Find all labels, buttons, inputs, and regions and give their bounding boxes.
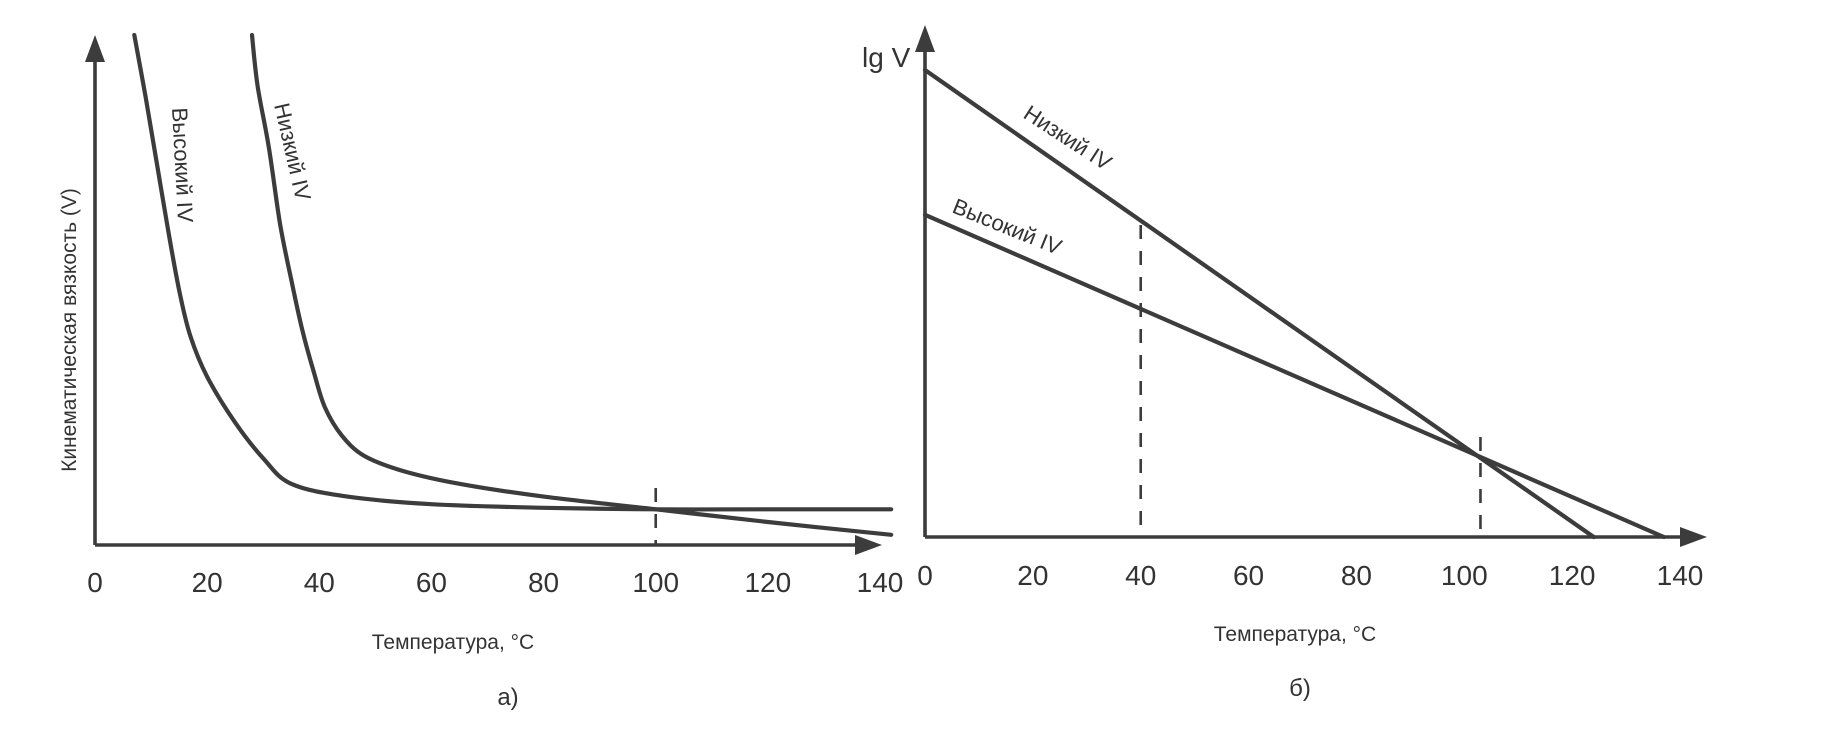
chart-b-series-label-low-iv: Низкий IV	[1019, 100, 1116, 175]
chart-a-x-tick-100: 100	[632, 567, 679, 598]
chart-b-y-axis-arrow-icon	[915, 25, 935, 52]
chart-b-x-tick-100: 100	[1441, 560, 1488, 591]
chart-a: 0 20 40 60 80 100 120 140 Высокий IV Низкий IV …	[58, 32, 903, 711]
chart-b-reference-lines	[1139, 225, 1482, 537]
chart-a-y-axis-label: Кинематическая вязкость (V)	[58, 188, 81, 472]
chart-b-x-tick-labels: 0 20 40 60 80 100 120 140	[917, 560, 1703, 591]
chart-b-x-tick-20: 20	[1017, 560, 1048, 591]
chart-a-panel-label: а)	[497, 684, 518, 711]
chart-b-x-tick-0: 0	[917, 560, 933, 591]
chart-b-x-axis-label: Температура, °С	[1214, 623, 1376, 646]
chart-a-series-line-first	[132, 32, 894, 512]
chart-b-x-tick-140: 140	[1657, 560, 1704, 591]
chart-a-x-tick-0: 0	[87, 567, 103, 598]
chart-a-x-tick-80: 80	[528, 567, 559, 598]
chart-b-panel-label: б)	[1289, 675, 1311, 702]
chart-a-x-tick-labels: 0 20 40 60 80 100 120 140	[87, 567, 903, 598]
chart-a-x-tick-20: 20	[192, 567, 223, 598]
chart-a-x-tick-60: 60	[416, 567, 447, 598]
chart-a-x-tick-40: 40	[304, 567, 335, 598]
chart-b-x-tick-60: 60	[1233, 560, 1264, 591]
chart-b-x-tick-80: 80	[1341, 560, 1372, 591]
chart-b-series-line-first	[922, 67, 1596, 540]
chart-a-x-tick-120: 120	[744, 567, 791, 598]
chart-a-y-axis-arrow-icon	[85, 35, 105, 62]
chart-b: 0 20 40 60 80 100 120 140 Низкий IV Высокий IV …	[862, 25, 1707, 702]
chart-b-x-tick-40: 40	[1125, 560, 1156, 591]
chart-b-x-axis-arrow-icon	[1680, 527, 1707, 547]
chart-b-series-line-second	[922, 212, 1666, 540]
chart-a-x-tick-140: 140	[857, 567, 904, 598]
chart-a-series-line-second	[249, 32, 894, 537]
chart-b-y-axis-label: lg V	[862, 42, 911, 73]
chart-a-x-axis-arrow-icon	[855, 535, 882, 555]
chart-a-series-label-high-iv: Высокий IV	[167, 107, 198, 224]
chart-b-x-tick-120: 120	[1549, 560, 1596, 591]
chart-a-x-axis-label: Температура, °С	[372, 631, 534, 654]
chart-b-series	[922, 67, 1666, 540]
chart-a-series	[132, 32, 894, 537]
